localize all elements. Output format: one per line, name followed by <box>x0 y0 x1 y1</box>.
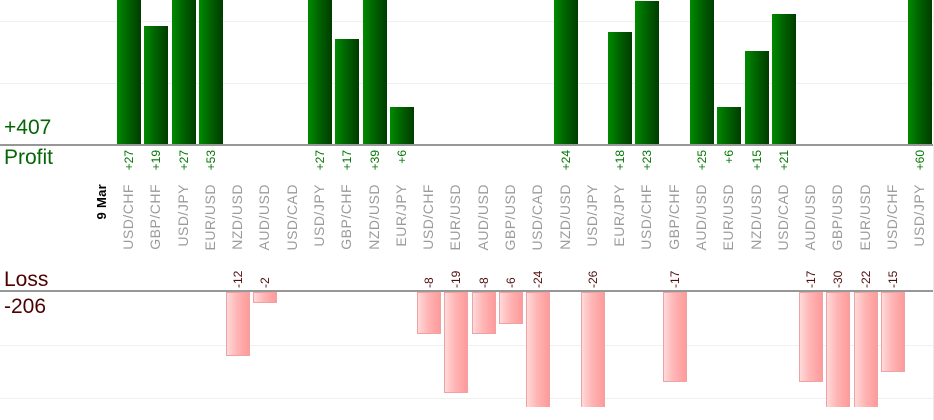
profit-bar <box>198 0 223 144</box>
profit-value-label: +23 <box>640 150 655 171</box>
loss-bar <box>662 292 687 382</box>
profit-value-label: +27 <box>121 150 136 171</box>
loss-bar <box>826 292 851 407</box>
profit-value-label: +25 <box>695 150 710 171</box>
profit-value-label: +19 <box>149 150 164 171</box>
loss-value-label: -17 <box>804 270 819 288</box>
loss-value-label: -24 <box>531 270 546 288</box>
loss-bar <box>799 292 824 382</box>
loss-value-label: -8 <box>476 277 491 288</box>
profit-value-label: +15 <box>749 150 764 171</box>
profit-value-label: +27 <box>312 150 327 171</box>
loss-axis-baseline <box>0 290 934 292</box>
profit-bar <box>171 0 196 144</box>
loss-bar <box>417 292 442 334</box>
profit-bar <box>362 0 387 144</box>
loss-value-label: -26 <box>585 270 600 288</box>
loss-bar <box>881 292 906 372</box>
profit-bar <box>553 0 578 144</box>
loss-bar <box>226 292 251 356</box>
loss-bar <box>853 292 878 407</box>
profit-bar <box>771 14 796 144</box>
profit-value-label: +27 <box>176 150 191 171</box>
profit-value-label: +17 <box>340 150 355 171</box>
profit-plot-area <box>0 0 934 144</box>
profit-value-label: +53 <box>203 150 218 171</box>
loss-value-label: -22 <box>858 270 873 288</box>
profit-axis-title: Profit <box>4 146 54 169</box>
profit-value-label: +6 <box>722 150 737 164</box>
loss-value-label: -30 <box>831 270 846 288</box>
loss-value-label: -19 <box>449 270 464 288</box>
profit-bar <box>717 107 742 144</box>
profit-bar <box>690 0 715 144</box>
loss-value-label: -6 <box>504 277 518 288</box>
loss-value-label: -8 <box>422 277 437 288</box>
loss-bar <box>580 292 605 407</box>
x-axis-symbol-label: USD/JPY <box>911 184 928 247</box>
loss-gridline-20 <box>0 398 934 399</box>
profit-value-label: +6 <box>394 150 409 164</box>
loss-value-label: -12 <box>231 270 246 288</box>
profit-bar <box>389 107 414 144</box>
profit-gridline-20 <box>0 21 934 22</box>
loss-bar <box>444 292 469 393</box>
profit-value-label: +18 <box>613 150 628 171</box>
loss-value-label: -17 <box>667 270 682 288</box>
profit-gridline-10 <box>0 83 934 84</box>
profit-bar <box>908 0 933 144</box>
profit-bar <box>608 32 633 144</box>
profit-value-label: +39 <box>367 150 382 171</box>
profit-axis-baseline <box>0 144 934 146</box>
loss-bar <box>253 292 278 303</box>
profit-bar <box>116 0 141 144</box>
loss-total-label: -206 <box>4 295 47 318</box>
profit-total-label: +407 <box>4 116 52 139</box>
profit-bar <box>335 39 360 144</box>
profit-value-label: +60 <box>913 150 928 171</box>
profit-bar <box>307 0 332 144</box>
profit-value-label: +24 <box>558 150 573 171</box>
profit-bar <box>744 51 769 144</box>
profit-value-label: +21 <box>776 150 791 171</box>
loss-plot-area <box>0 292 934 407</box>
profit-bar <box>144 26 169 144</box>
profit-bar <box>635 1 660 144</box>
loss-axis-title: Loss <box>4 268 49 291</box>
loss-bar <box>526 292 551 407</box>
loss-bar <box>471 292 496 334</box>
loss-value-label: -2 <box>258 277 273 288</box>
loss-value-label: -15 <box>886 270 901 288</box>
loss-bar <box>499 292 523 324</box>
